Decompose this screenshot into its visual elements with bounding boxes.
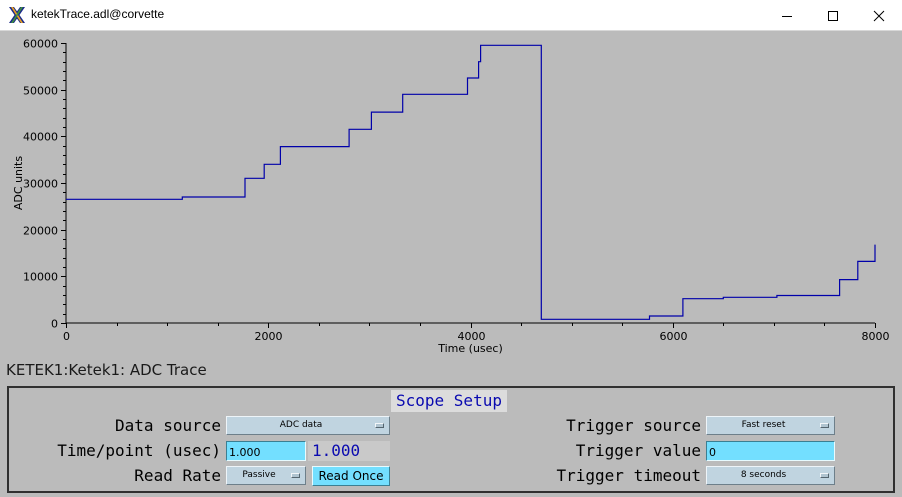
menu-indicator-icon — [820, 423, 829, 428]
trigger-value-label: Trigger value — [575, 441, 701, 460]
adc-trace-plot: 0 10000 20000 30000 40000 50000 60000 0 2000 4000… — [12, 38, 890, 356]
trigger-value-input[interactable] — [706, 441, 835, 461]
maximize-button[interactable] — [810, 0, 856, 31]
trace-line — [66, 44, 876, 320]
read-once-button[interactable]: Read Once — [312, 466, 390, 486]
maximize-icon — [828, 10, 838, 21]
y-tick-label: 30000 — [23, 178, 58, 191]
time-per-point-label: Time/point (usec) — [57, 441, 221, 460]
x-tick-label: 2000 — [255, 330, 283, 343]
y-axis-label: ADC units — [12, 156, 25, 210]
data-source-label: Data source — [115, 416, 221, 435]
data-source-value: ADC data — [279, 420, 323, 430]
trigger-timeout-label: Trigger timeout — [556, 466, 702, 485]
y-tick-label: 20000 — [23, 225, 58, 238]
y-tick-label: 60000 — [23, 38, 58, 51]
x-axis-label: Time (usec) — [437, 342, 503, 355]
close-icon — [873, 10, 885, 21]
trace-pv-label: KETEK1:Ketek1: ADC Trace — [6, 361, 207, 379]
x11-logo-icon — [9, 7, 25, 23]
x-tick-label: 4000 — [458, 330, 486, 343]
y-tick-label: 50000 — [23, 85, 58, 98]
trigger-timeout-menu[interactable]: 8 seconds — [706, 466, 835, 485]
read-rate-menu[interactable]: Passive — [226, 466, 306, 485]
trigger-source-value: Fast reset — [741, 420, 786, 430]
x-tick-label: 8000 — [862, 330, 890, 343]
read-rate-label: Read Rate — [134, 466, 221, 485]
minimize-icon — [782, 15, 792, 17]
menu-indicator-icon — [820, 473, 829, 478]
data-source-menu[interactable]: ADC data — [226, 416, 390, 435]
scope-setup-title: Scope Setup — [391, 390, 507, 412]
title-bar: ketekTrace.adl@corvette — [0, 0, 902, 31]
trigger-source-menu[interactable]: Fast reset — [706, 416, 835, 435]
y-tick-label: 10000 — [23, 271, 58, 284]
time-per-point-readback: 1.000 — [308, 441, 390, 461]
x-tick-label: 6000 — [660, 330, 688, 343]
menu-indicator-icon — [291, 473, 300, 478]
x-tick-label: 0 — [63, 330, 70, 343]
read-rate-value: Passive — [242, 470, 276, 480]
minimize-button[interactable] — [764, 0, 810, 31]
window-title: ketekTrace.adl@corvette — [31, 7, 165, 21]
trigger-timeout-value: 8 seconds — [740, 470, 787, 480]
y-tick-label: 0 — [51, 318, 58, 331]
time-per-point-input[interactable] — [226, 441, 306, 461]
trigger-source-label: Trigger source — [566, 416, 701, 435]
menu-indicator-icon — [375, 423, 384, 428]
y-tick-label: 40000 — [23, 131, 58, 144]
close-button[interactable] — [856, 0, 902, 31]
